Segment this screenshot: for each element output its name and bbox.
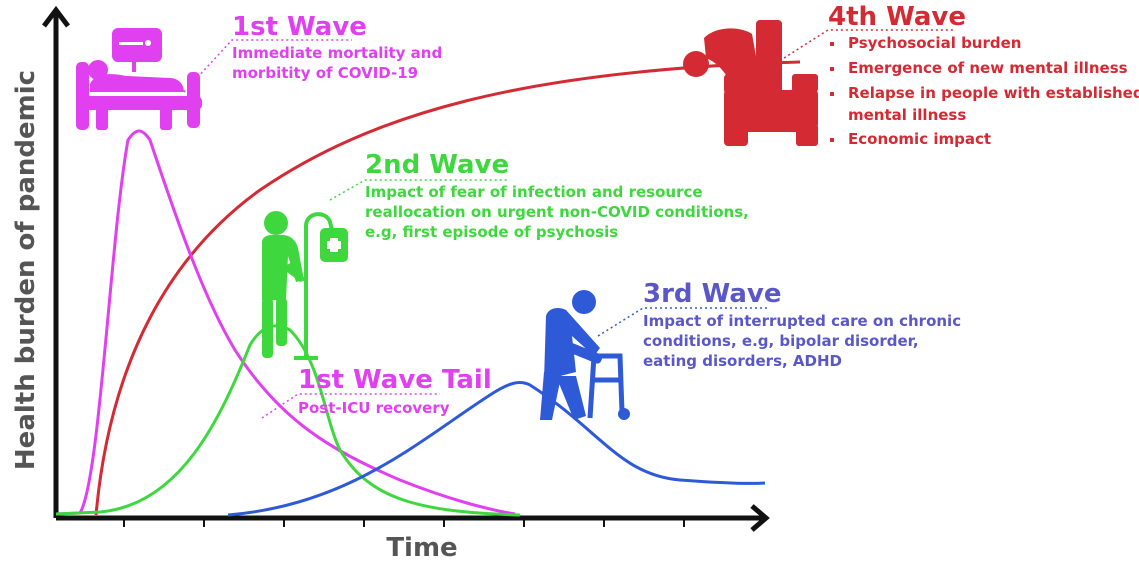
wave2-leader (329, 179, 508, 201)
wave1-leader (183, 39, 352, 93)
wave2-title: 2nd Wave (365, 150, 509, 180)
wave2-desc-line: Impact of fear of infection and resource (365, 183, 703, 201)
wave2-curve (55, 324, 521, 517)
wave1-desc-line: morbitity of COVID-19 (232, 64, 418, 82)
bullet-icon (830, 92, 834, 96)
wave1-desc-line: Immediate mortality and (232, 44, 442, 62)
y-axis-arrow (42, 5, 70, 28)
wave3-curve (227, 381, 766, 517)
wave3-desc-line: eating disorders, ADHD (643, 352, 842, 370)
bullet-icon (830, 67, 834, 71)
wave1-title: 1st Wave (232, 12, 367, 42)
wave2-desc-line: reallocation on urgent non-COVID conditi… (365, 203, 749, 221)
wave4-bullets: Psychosocial burden Emergence of new men… (830, 34, 1139, 148)
x-axis-label: Time (386, 533, 457, 562)
x-axis-arrow (750, 504, 770, 532)
wave3-desc-line: conditions, e.g, bipolar disorder, (643, 332, 919, 350)
wave4-bullet: Economic impact (848, 130, 991, 148)
wave1-tail-desc: Post-ICU recovery (298, 399, 450, 417)
person-with-walker-icon (540, 290, 630, 420)
wave3-title: 3rd Wave (643, 279, 781, 309)
x-axis-ticks (123, 518, 685, 527)
wave4-curve (94, 60, 801, 516)
patient-with-iv-drip-icon (262, 211, 348, 360)
wave2-desc-line: e.g, first episode of psychosis (365, 223, 618, 241)
bullet-icon (830, 138, 834, 142)
wave4-bullet-continuation: mental illness (848, 106, 966, 124)
wave4-bullet: Relapse in people with established (848, 84, 1139, 102)
leader-lines (183, 29, 955, 419)
hospital-bed-patient-icon (76, 28, 202, 130)
wave4-leader (783, 29, 955, 59)
wave4-title: 4th Wave (828, 2, 966, 32)
wave1-tail-title: 1st Wave Tail (298, 365, 492, 395)
y-axis-label: Health burden of pandemic (11, 70, 41, 470)
distressed-person-sitting-icon (683, 20, 818, 146)
wave4-bullet: Emergence of new mental illness (848, 59, 1128, 77)
wave1-curve (55, 129, 516, 516)
wave4-bullet: Psychosocial burden (848, 34, 1021, 52)
bullet-icon (830, 42, 834, 46)
axes: Health burden of pandemic Time (11, 5, 770, 562)
wave3-desc-line: Impact of interrupted care on chronic (643, 312, 961, 330)
